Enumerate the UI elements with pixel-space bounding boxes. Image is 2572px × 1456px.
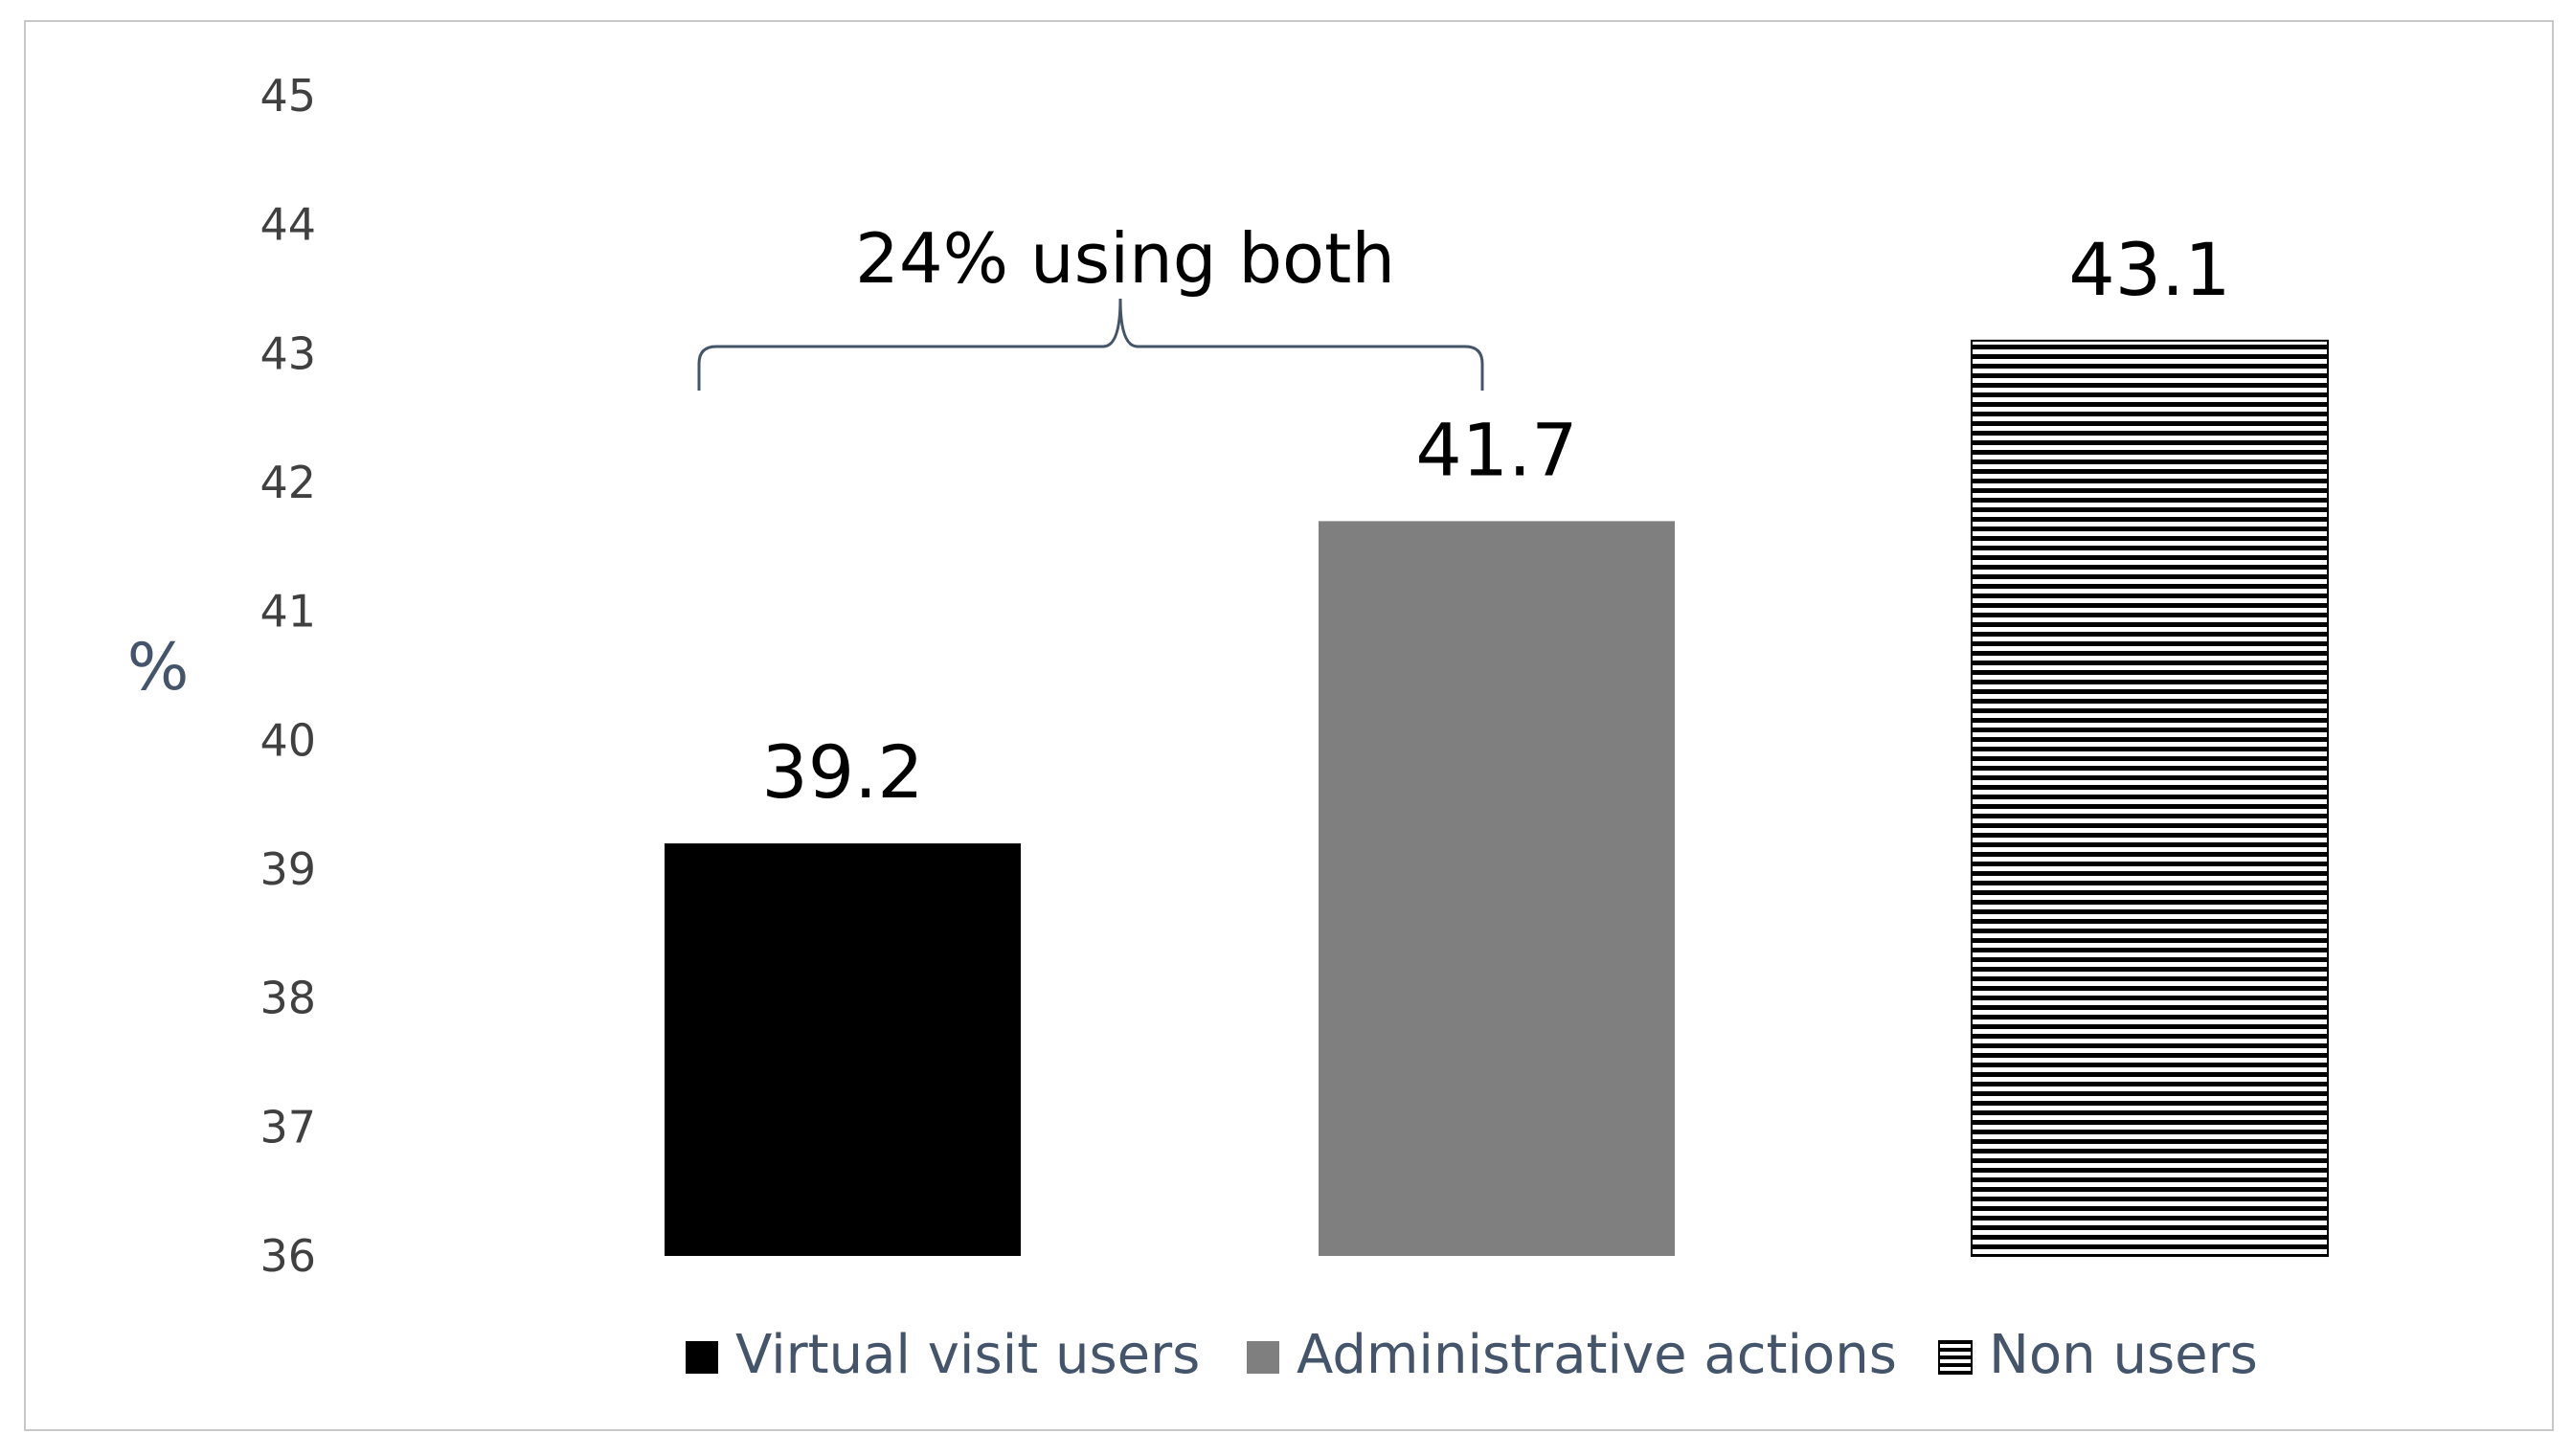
y-tick-label: 43 <box>259 327 316 379</box>
legend-label-1: Administrative actions <box>1297 1324 1897 1386</box>
legend-swatch-1 <box>1247 1341 1279 1374</box>
y-axis-ticks: 36 37 38 39 40 41 42 43 44 45 <box>259 70 316 1282</box>
y-tick-label: 44 <box>259 199 316 251</box>
bar-2 <box>1971 339 2329 1258</box>
data-label-0: 39.2 <box>761 729 923 815</box>
y-tick-label: 37 <box>259 1101 316 1153</box>
bar-0 <box>665 843 1021 1256</box>
legend-label-0: Virtual visit users <box>735 1324 1200 1386</box>
legend-label-2: Non users <box>1989 1324 2258 1386</box>
legend-swatch-2 <box>1938 1340 1973 1375</box>
legend-swatch-0 <box>686 1341 718 1374</box>
y-tick-label: 40 <box>259 714 316 766</box>
data-labels: 39.2 41.7 43.1 <box>761 227 2230 815</box>
legend: Virtual visit users Administrative action… <box>686 1324 2258 1386</box>
bar-1 <box>1319 521 1675 1256</box>
bars <box>665 339 2329 1258</box>
y-tick-label: 36 <box>259 1230 316 1282</box>
annotation-bracket <box>697 298 1484 391</box>
y-tick-label: 39 <box>259 843 316 895</box>
y-tick-label: 38 <box>259 973 316 1024</box>
data-label-2: 43.1 <box>2068 227 2230 312</box>
y-tick-label: 45 <box>259 70 316 122</box>
data-label-1: 41.7 <box>1415 407 1577 492</box>
annotation-text: 24% using both <box>855 218 1395 299</box>
y-tick-label: 41 <box>259 586 316 638</box>
y-axis-label: % <box>127 630 190 706</box>
y-tick-label: 42 <box>259 457 316 508</box>
